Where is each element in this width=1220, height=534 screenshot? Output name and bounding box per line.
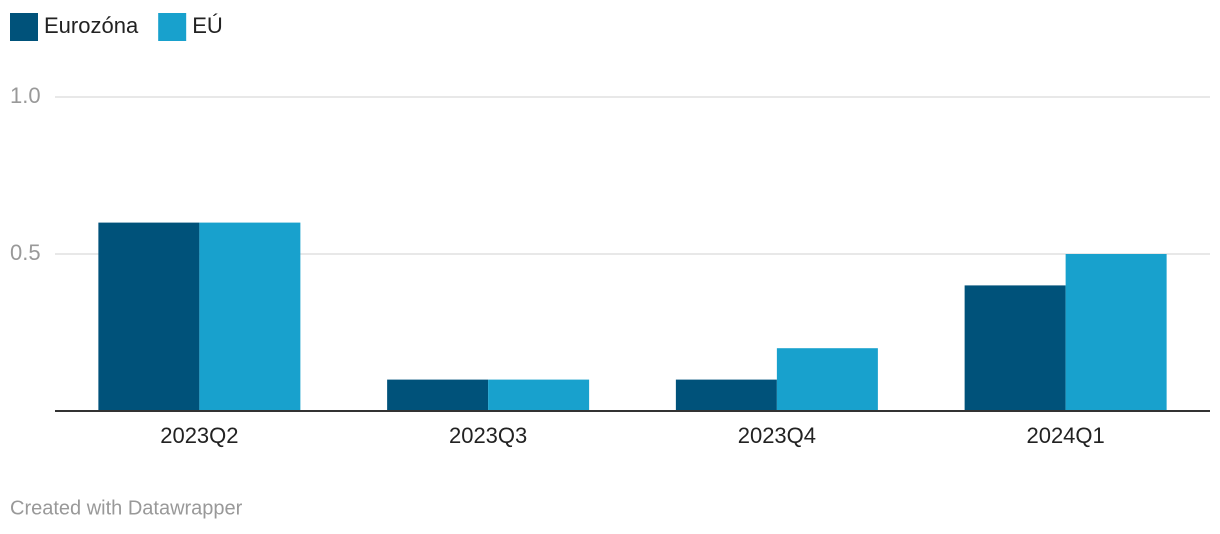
- x-tick-label: 2023Q3: [449, 423, 527, 448]
- y-tick-label: 1.0: [10, 83, 41, 108]
- bar: [387, 379, 489, 411]
- x-tick-label: 2023Q2: [160, 423, 238, 448]
- bar: [488, 379, 590, 411]
- legend-swatch: [158, 13, 187, 41]
- y-tick-label: 0.5: [10, 240, 41, 265]
- x-tick-label: 2024Q1: [1026, 423, 1104, 448]
- bar: [675, 379, 777, 411]
- bar: [199, 222, 301, 411]
- x-tick-label: 2023Q4: [738, 423, 816, 448]
- legend-label: EÚ: [192, 13, 223, 38]
- credit: Created with Datawrapper: [10, 497, 243, 519]
- bar: [776, 348, 878, 411]
- bar: [1065, 254, 1167, 411]
- bar: [98, 222, 200, 411]
- legend-label: Eurozóna: [44, 13, 139, 38]
- bar: [964, 285, 1066, 411]
- legend-swatch: [10, 13, 38, 41]
